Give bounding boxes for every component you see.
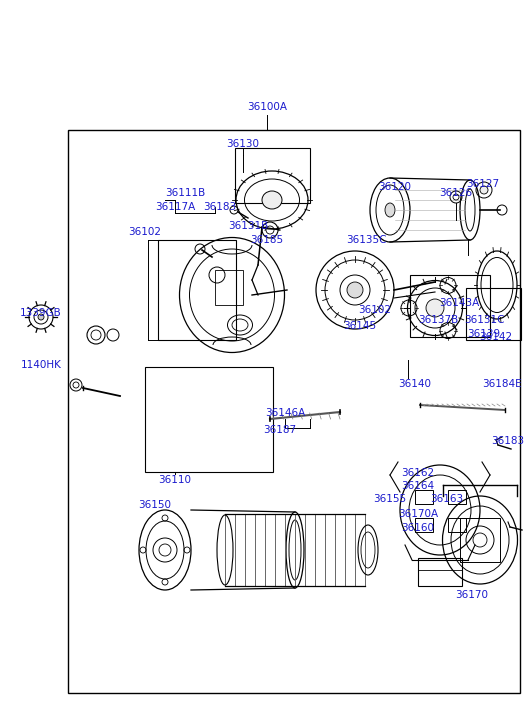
Bar [460,518,500,562]
Text: 36155: 36155 [373,494,406,504]
Text: 36143A: 36143A [439,298,479,308]
Text: 36145: 36145 [344,321,377,331]
Text: 36130: 36130 [227,139,260,149]
Text: 36140: 36140 [398,379,431,389]
Text: 36131C: 36131C [464,315,504,325]
Ellipse shape [426,299,444,317]
Text: 36120: 36120 [378,182,411,192]
Text: 36164: 36164 [402,481,435,491]
Circle shape [480,186,488,194]
Text: 36137B: 36137B [418,315,458,325]
Bar [418,558,462,586]
Ellipse shape [347,282,363,298]
Text: 36185: 36185 [251,235,284,245]
Text: 36183: 36183 [203,202,237,212]
Text: 36111B: 36111B [165,188,205,198]
Bar [68,130,520,693]
Text: 36142: 36142 [479,332,512,342]
Text: 36184E: 36184E [482,379,522,389]
Bar [215,270,243,305]
Text: 36139: 36139 [468,329,501,339]
Text: 1339GB: 1339GB [20,308,62,318]
Bar [415,490,433,504]
Text: 36100A: 36100A [247,102,287,112]
Bar [158,240,236,340]
Text: 36117A: 36117A [155,202,195,212]
Text: 36135C: 36135C [346,235,386,245]
Text: 36102: 36102 [359,305,392,315]
Bar [466,288,521,340]
Text: 36163: 36163 [430,494,463,504]
Ellipse shape [385,203,395,217]
Text: 36183: 36183 [492,436,525,446]
Text: 36126: 36126 [439,188,472,198]
Bar [235,148,310,203]
Text: 36187: 36187 [263,425,296,435]
Text: 36162: 36162 [402,468,435,478]
Text: 36146A: 36146A [265,408,305,418]
Circle shape [38,314,44,320]
Bar [448,490,466,504]
Text: 36170A: 36170A [398,509,438,519]
Bar [448,518,466,532]
Text: 36102: 36102 [129,227,162,237]
Text: 36160: 36160 [402,523,435,533]
Bar [145,367,273,472]
Bar [410,275,490,337]
Text: 36170: 36170 [455,590,488,600]
Text: 36127: 36127 [467,179,500,189]
Text: 36131B: 36131B [228,221,268,231]
Text: 36110: 36110 [159,475,192,485]
Text: 1140HK: 1140HK [21,360,61,370]
Bar [415,518,433,532]
Ellipse shape [262,191,282,209]
Text: 36150: 36150 [138,500,171,510]
